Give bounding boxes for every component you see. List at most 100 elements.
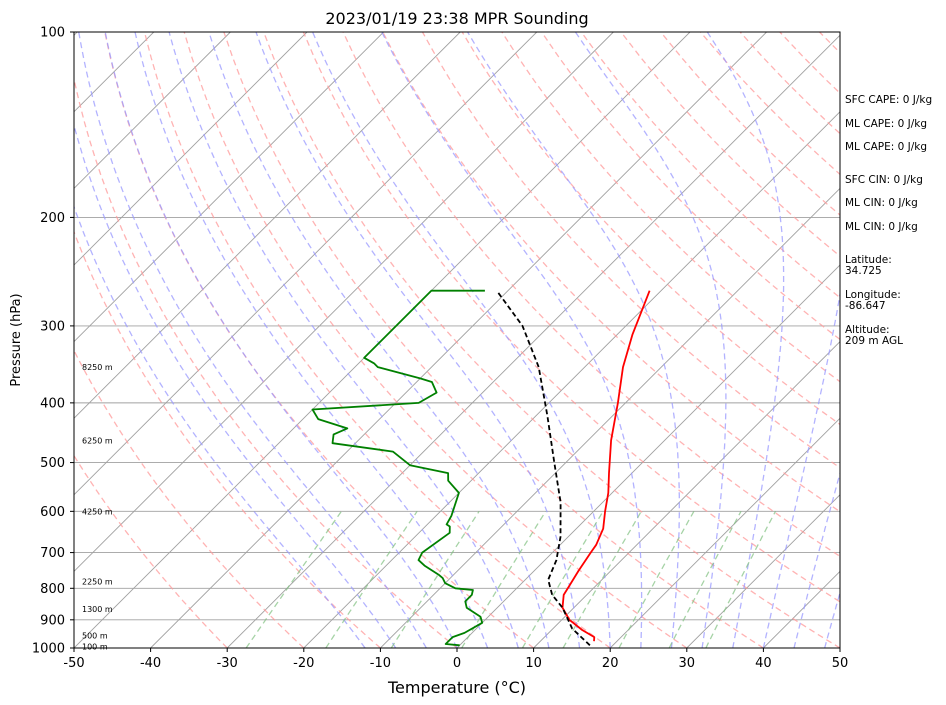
mixing-ratio-line [562, 510, 642, 648]
moist-adiabat-line [762, 290, 840, 648]
mixing-ratio-line [325, 510, 418, 648]
x-tick-label: 30 [679, 656, 696, 671]
longitude-value: -86.647 [845, 300, 886, 312]
moist-adiabat-line [312, 32, 611, 648]
y-tick-label: 100 [40, 26, 65, 41]
height-labels: 8250 m 6250 m 4250 m 2250 m 1300 m 500 m 100 m [82, 363, 113, 652]
moist-adiabat-line [467, 32, 680, 648]
latitude-label: Latitude: [845, 254, 892, 266]
sfc-cin-stat: SFC CIN: 0 J/kg [845, 174, 923, 186]
mixing-ratio-line [461, 510, 547, 648]
y-tick-label: 1000 [32, 642, 65, 657]
mixing-ratio-line [521, 510, 604, 648]
moist-adiabat-line [74, 122, 397, 648]
x-tick-label: -20 [293, 656, 314, 671]
plot-frame [73, 31, 841, 649]
dry-adiabat-line [302, 32, 840, 603]
isotherm-line [686, 494, 840, 648]
isotherm-line [609, 417, 840, 648]
dewpoint-line [311, 289, 485, 647]
ml-cin-stat: ML CIN: 0 J/kg [845, 221, 918, 233]
chart-title: 2023/01/19 23:38 MPR Sounding [325, 9, 588, 28]
moist-adiabat-line [255, 32, 581, 648]
x-tick-label: -30 [217, 656, 238, 671]
dry-adiabat-line [382, 32, 840, 513]
x-tick-label: 50 [832, 656, 849, 671]
moist-adiabat-line [134, 32, 489, 648]
dry-adiabat-line [74, 349, 305, 648]
ml-cin-stat: ML CIN: 0 J/kg [845, 197, 918, 209]
mixing-ratio-line [390, 510, 480, 648]
y-tick-label: 500 [40, 456, 65, 471]
isotherm-line [74, 32, 384, 343]
isotherm-line [533, 340, 840, 648]
x-tick-label: 10 [525, 656, 542, 671]
y-tick-label: 900 [40, 613, 65, 628]
latitude-value: 34.725 [845, 265, 882, 277]
height-label: 4250 m [82, 507, 113, 516]
y-tick-label: 800 [40, 582, 65, 597]
height-label: 100 m [82, 643, 108, 652]
height-label: 8250 m [82, 363, 113, 372]
altitude-label: Altitude: [845, 324, 890, 336]
moist-adiabat-line [574, 32, 727, 648]
moist-adiabat-line [208, 32, 550, 648]
x-tick-label: -40 [140, 656, 161, 671]
y-tick-label: 200 [40, 211, 65, 226]
height-label: 2250 m [82, 578, 113, 587]
y-tick-label: 700 [40, 546, 65, 561]
x-tick-label: 40 [755, 656, 772, 671]
x-axis-label: Temperature (°C) [387, 678, 526, 697]
height-label: 1300 m [82, 605, 113, 614]
isotherm-line [74, 32, 231, 190]
dry-adiabat-line [580, 32, 840, 299]
moist-adiabat-line [104, 32, 458, 648]
dry-adiabat-line [342, 32, 840, 558]
moist-adiabat-line [824, 590, 840, 648]
isotherm-line [74, 32, 538, 496]
isotherm-line [0, 32, 1, 648]
moist-adiabat-line [706, 32, 785, 648]
isotherm-line [380, 187, 840, 648]
y-axis-label: Pressure (hPa) [9, 293, 24, 386]
temperature-line [561, 290, 651, 642]
longitude-label: Longitude: [845, 289, 901, 301]
mixing-ratio-line [245, 510, 342, 648]
x-tick-label: -50 [63, 656, 84, 671]
moist-adiabat-line [381, 32, 643, 648]
mixing-ratio-line [705, 510, 777, 648]
dry-adiabat-line [263, 32, 840, 648]
isotherm-line [150, 32, 767, 648]
y-tick-label: 300 [40, 319, 65, 334]
x-tick-label: 20 [602, 656, 619, 671]
ml-cape-stat: ML CAPE: 0 J/kg [845, 118, 928, 130]
x-tick-label: 0 [453, 656, 461, 671]
ml-cape-stat: ML CAPE: 0 J/kg [845, 141, 928, 153]
isotherm-line [303, 111, 840, 648]
y-tick-label: 400 [40, 396, 65, 411]
isotherm-line [74, 32, 614, 573]
height-label: 6250 m [82, 436, 113, 445]
dry-adiabat-line [74, 76, 458, 648]
moist-adiabat-line [793, 470, 840, 648]
moist-adiabat-line [168, 32, 519, 648]
parcel-line [497, 292, 591, 646]
dry-adiabat-line [183, 32, 688, 648]
x-tick-label: -10 [370, 656, 391, 671]
dry-adiabat-line [74, 454, 228, 648]
moist-adiabat-line [78, 32, 427, 648]
isotherm-line [74, 32, 461, 419]
dry-adiabat-line [74, 230, 381, 648]
background-lines [0, 32, 840, 648]
y-axis: 100 200 300 400 500 600 700 800 900 1000 [32, 26, 74, 657]
mixing-ratio-line [618, 510, 695, 648]
mixing-ratio-line [668, 510, 742, 648]
data-lines [311, 289, 651, 647]
moist-adiabat-line [74, 204, 366, 648]
dry-adiabat-line [143, 32, 611, 648]
y-tick-label: 600 [40, 505, 65, 520]
height-label: 500 m [82, 632, 108, 641]
sfc-cape-stat: SFC CAPE: 0 J/kg [845, 94, 933, 106]
altitude-value: 209 m AGL [845, 335, 903, 347]
